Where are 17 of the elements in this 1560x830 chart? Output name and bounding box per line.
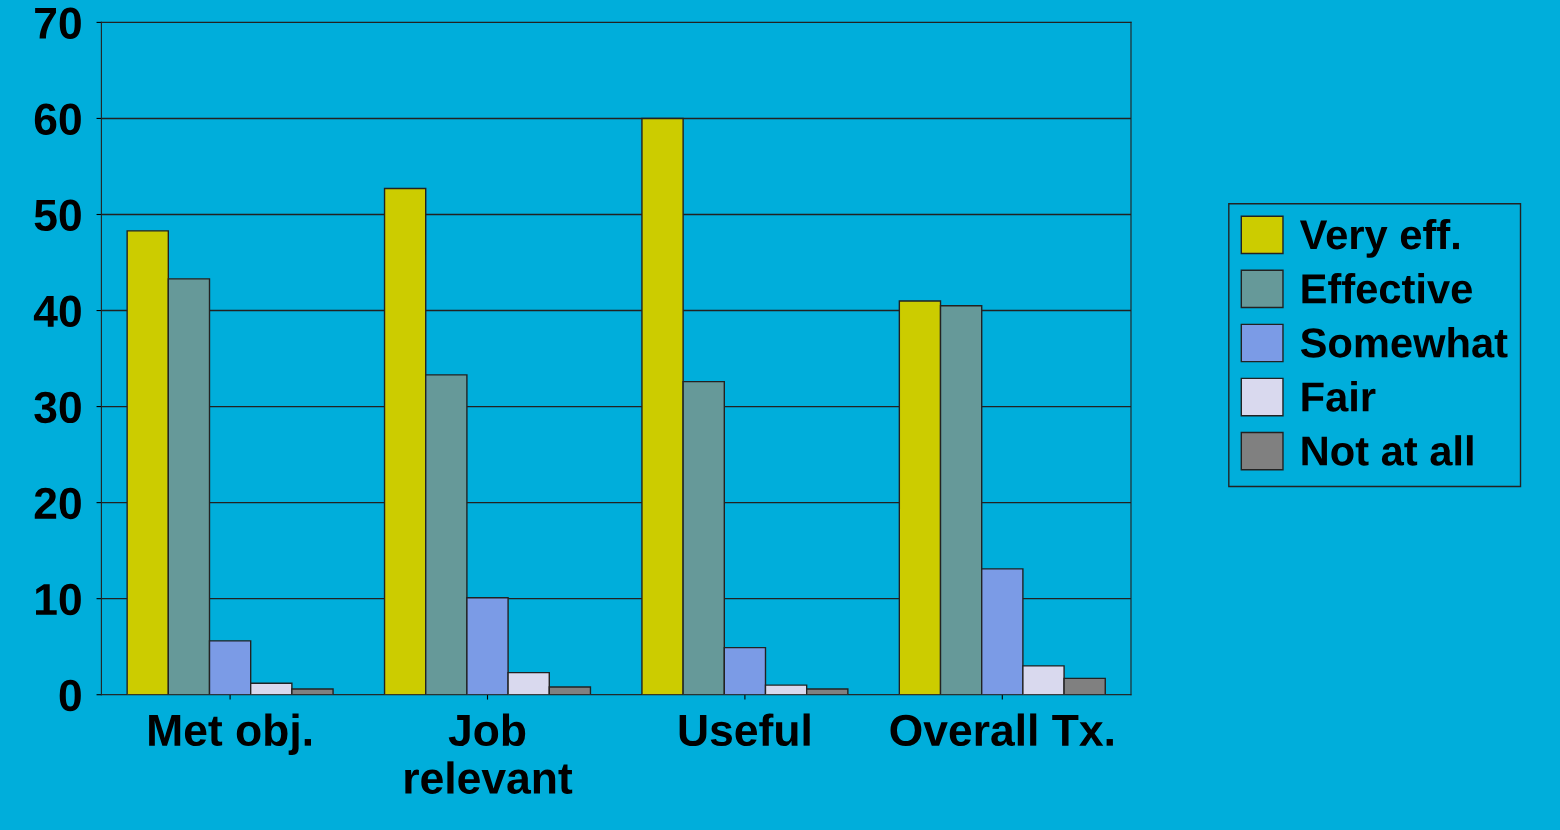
y-tick-label: 50 <box>34 199 81 232</box>
legend-label: Very eff. <box>1299 218 1459 258</box>
y-tick-label: 70 <box>35 7 81 39</box>
y-tick-label: 40 <box>33 295 81 328</box>
legend-label: Fair <box>1302 381 1376 412</box>
x-tick-label: Met obj. <box>149 713 311 755</box>
legend-label: Somewhat <box>1300 327 1508 358</box>
x-tick-label: Job relevant <box>405 713 573 794</box>
y-tick-label: 20 <box>34 487 81 520</box>
x-tick-label: Overall Tx. <box>890 713 1113 747</box>
y-tick-label: 60 <box>34 103 81 135</box>
y-tick-label: 0 <box>59 679 81 712</box>
x-tick-label: Useful <box>679 713 810 747</box>
y-tick-label: 30 <box>34 391 81 424</box>
legend-label: Effective <box>1302 272 1472 304</box>
y-tick-label: 10 <box>36 583 81 616</box>
legend-label: Not at all <box>1302 435 1473 466</box>
